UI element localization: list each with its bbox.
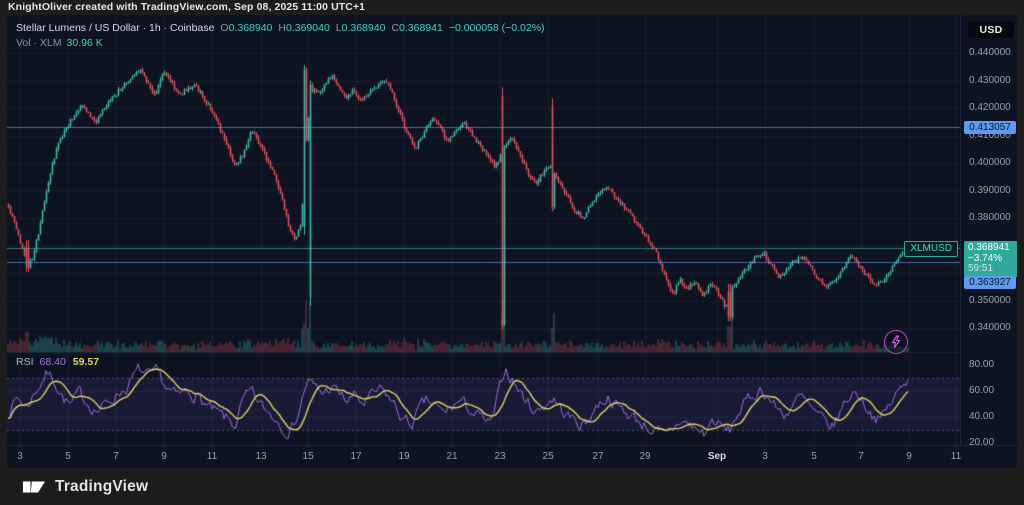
price-axis[interactable]: USD 0.413057 0.368941 −3.74% 59:51 0.363… (960, 15, 1017, 448)
chart-panel: Stellar Lumens / US Dollar · 1h · Coinba… (7, 15, 1017, 468)
lightning-icon (891, 335, 901, 349)
price-tick-label: 0.420000 (969, 102, 1011, 113)
time-tick-label: 21 (446, 451, 458, 462)
price-tick-label: 0.410000 (969, 129, 1011, 141)
time-tick-label: 11 (206, 451, 218, 462)
tradingview-logo-icon[interactable] (22, 478, 46, 496)
upper-alert-price-label: 0.413057 (964, 120, 1016, 134)
price-tick-label: 0.400000 (969, 157, 1011, 168)
attribution-text: KnightOliver created with TradingView.co… (8, 1, 366, 13)
instant-trading-button[interactable] (884, 330, 908, 354)
rsi-label: RSI (16, 356, 34, 368)
volume-label: Vol · XLM (16, 37, 62, 49)
ohlc-value: 0.368940 (228, 22, 273, 34)
volume-value: 30.96 K (66, 37, 103, 49)
volume-legend: Vol · XLM 30.96 K (16, 36, 103, 51)
ohlc-key: L (335, 22, 342, 34)
time-tick-label: 17 (350, 451, 362, 462)
ohlc-key: H (278, 22, 286, 34)
time-tick-label: 13 (255, 451, 267, 462)
time-tick-label: 5 (65, 451, 71, 462)
rsi-value: 68.40 (39, 356, 66, 368)
currency-toggle-button[interactable]: USD (968, 21, 1014, 38)
bar-countdown: 59:51 (968, 263, 994, 275)
time-tick-label: 15 (302, 451, 314, 462)
time-tick-label: 9 (906, 451, 912, 462)
time-tick-label: 9 (161, 451, 167, 462)
price-tick-label: 0.380000 (969, 212, 1011, 223)
rsi-tick-label: 20.00 (969, 437, 995, 448)
ohlc-value: 0.369040 (285, 22, 330, 34)
lower-alert-price-label: 0.363927 (964, 276, 1016, 290)
time-tick-label: 25 (542, 451, 554, 462)
ohlc-values: O0.368940 H0.369040 L0.368940 C0.368941 (214, 22, 442, 34)
rsi-ma-value: 59.57 (72, 356, 100, 368)
time-tick-label: 3 (17, 451, 23, 462)
last-price-value: 0.368941 (968, 242, 1010, 254)
time-tick-label: 7 (858, 451, 864, 462)
rsi-legend: RSI 68.40 59.57 (16, 356, 99, 368)
ohlc-key: O (220, 22, 229, 34)
rsi-tick-label: 80.00 (969, 359, 995, 370)
price-chart-canvas[interactable] (7, 15, 960, 445)
time-tick-label: 19 (398, 451, 410, 462)
time-tick-label: Sep (707, 451, 727, 462)
last-price-change: −3.74% (968, 252, 1003, 264)
rsi-tick-label: 40.00 (969, 411, 995, 422)
price-tick-label: 0.340000 (969, 322, 1011, 333)
time-tick-label: 5 (811, 451, 817, 462)
ohlc-key: C (391, 22, 400, 34)
tradingview-wordmark[interactable]: TradingView (55, 477, 149, 495)
time-tick-label: 27 (592, 451, 604, 462)
price-tick-label: 0.390000 (969, 184, 1011, 196)
price-tick-label: 0.440000 (969, 47, 1011, 58)
time-tick-label: 7 (113, 451, 119, 462)
rsi-tick-label: 60.00 (969, 385, 995, 396)
price-tick-label: 0.350000 (969, 294, 1011, 306)
time-tick-label: 11 (950, 451, 962, 462)
ohlc-value: 0.368940 (341, 22, 386, 34)
footer-bar: TradingView (0, 468, 1024, 505)
last-price-label: 0.368941 −3.74% 59:51 (964, 241, 1017, 277)
time-axis[interactable]: 3 5 7 9 11 13 15 17 19 21 23 25 27 29 Sep 3 5 7 9 11 (7, 445, 1017, 468)
price-tick-label: 0.430000 (969, 74, 1011, 86)
symbol-title: Stellar Lumens / US Dollar · 1h · Coinba… (16, 22, 215, 34)
ohlc-value: 0.368941 (399, 22, 443, 34)
symbol-price-tag: XLMUSD (904, 241, 958, 258)
change-value: −0.000058 (−0.02%) (448, 22, 545, 34)
time-tick-label: 23 (494, 451, 506, 462)
time-tick-label: 3 (762, 451, 768, 462)
symbol-legend: Stellar Lumens / US Dollar · 1h · Coinba… (16, 21, 545, 36)
time-tick-label: 29 (639, 451, 651, 462)
